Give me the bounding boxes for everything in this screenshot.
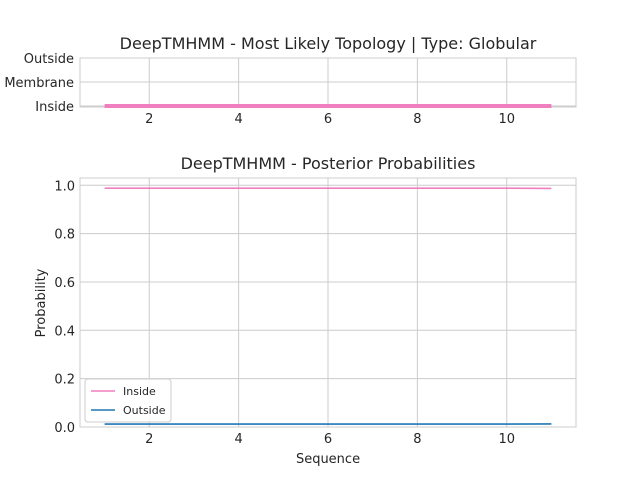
posterior-panel: DeepTMHMM - Posterior Probabilities 2 4 6 8… <box>34 154 577 467</box>
topology-y-tick-label: Membrane <box>4 76 74 91</box>
posterior-plot-frame <box>79 177 577 428</box>
topology-chart-title: DeepTMHMM - Most Likely Topology | Type:… <box>120 34 537 53</box>
topology-x-tick-label: 10 <box>498 112 515 127</box>
posterior-y-tick-label: 0.6 <box>54 276 75 291</box>
topology-x-tick-label: 8 <box>413 112 421 127</box>
posterior-x-tick-label: 6 <box>324 432 332 447</box>
topology-y-tick-label: Outside <box>24 52 74 67</box>
topology-x-tick-label: 4 <box>234 112 242 127</box>
topology-panel: DeepTMHMM - Most Likely Topology | Type:… <box>4 34 577 127</box>
posterior-chart-title: DeepTMHMM - Posterior Probabilities <box>181 154 476 173</box>
posterior-y-tick-label: 0.0 <box>54 421 75 436</box>
posterior-x-tick-label: 8 <box>413 432 421 447</box>
legend-label-inside: Inside <box>123 385 156 398</box>
topology-x-tick-label: 2 <box>145 112 153 127</box>
posterior-y-tick-label: 0.4 <box>54 324 75 339</box>
posterior-x-tick-label: 10 <box>498 432 515 447</box>
x-axis-label: Sequence <box>296 452 360 467</box>
legend-box <box>84 378 172 423</box>
legend-label-outside: Outside <box>123 404 166 417</box>
topology-y-tick-label: Inside <box>35 100 74 115</box>
posterior-x-tick-label: 2 <box>145 432 153 447</box>
posterior-y-tick-label: 1.0 <box>54 179 75 194</box>
topology-x-tick-label: 6 <box>324 112 332 127</box>
legend: Inside Outside <box>84 378 172 423</box>
posterior-y-tick-label: 0.8 <box>54 228 75 243</box>
y-axis-label: Probability <box>34 268 49 337</box>
posterior-y-tick-label: 0.2 <box>54 373 75 388</box>
posterior-x-tick-label: 4 <box>234 432 242 447</box>
